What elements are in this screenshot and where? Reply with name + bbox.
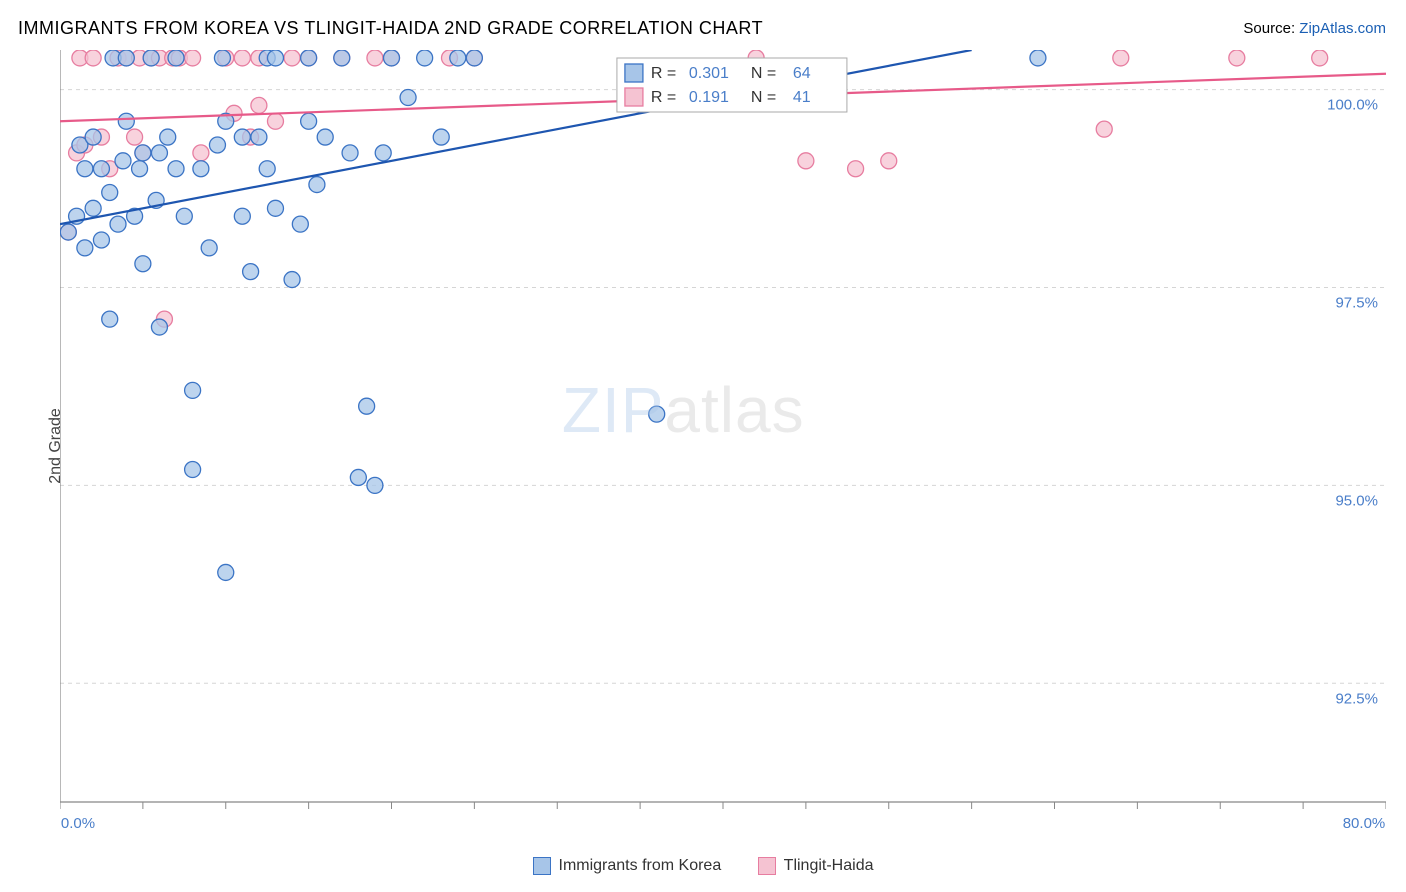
source-attribution: Source: ZipAtlas.com [1243, 20, 1386, 37]
scatter-plot: 92.5% 95.0% 97.5% 100.0% 0.0% 80.0% R = 0.301 N … [60, 50, 1386, 832]
chart-title: IMMIGRANTS FROM KOREA VS TLINGIT-HAIDA 2… [18, 18, 763, 39]
plot-area: 92.5% 95.0% 97.5% 100.0% 0.0% 80.0% R = 0.301 N … [60, 50, 1386, 832]
svg-text:0.0%: 0.0% [61, 815, 95, 832]
legend-item-korea: Immigrants from Korea [533, 857, 722, 875]
svg-text:95.0%: 95.0% [1335, 492, 1378, 509]
legend-label-korea: Immigrants from Korea [559, 857, 722, 875]
source-label: Source: [1243, 20, 1295, 37]
svg-text:N =: N = [751, 65, 776, 82]
svg-text:N =: N = [751, 89, 776, 106]
svg-text:80.0%: 80.0% [1343, 815, 1386, 832]
chart-container: IMMIGRANTS FROM KOREA VS TLINGIT-HAIDA 2… [0, 0, 1406, 892]
legend-swatch-korea [533, 857, 551, 875]
svg-text:64: 64 [793, 65, 811, 82]
svg-text:0.191: 0.191 [689, 89, 729, 106]
svg-text:41: 41 [793, 89, 811, 106]
legend: Immigrants from Korea Tlingit-Haida [0, 857, 1406, 880]
source-link[interactable]: ZipAtlas.com [1299, 20, 1386, 37]
svg-text:100.0%: 100.0% [1327, 97, 1378, 114]
svg-text:R =: R = [651, 89, 676, 106]
svg-text:92.5%: 92.5% [1335, 690, 1378, 707]
svg-text:R =: R = [651, 65, 676, 82]
legend-item-tlingit: Tlingit-Haida [758, 857, 874, 875]
legend-label-tlingit: Tlingit-Haida [784, 857, 874, 875]
svg-text:0.301: 0.301 [689, 65, 729, 82]
svg-text:97.5%: 97.5% [1335, 294, 1378, 311]
legend-swatch-tlingit [758, 857, 776, 875]
